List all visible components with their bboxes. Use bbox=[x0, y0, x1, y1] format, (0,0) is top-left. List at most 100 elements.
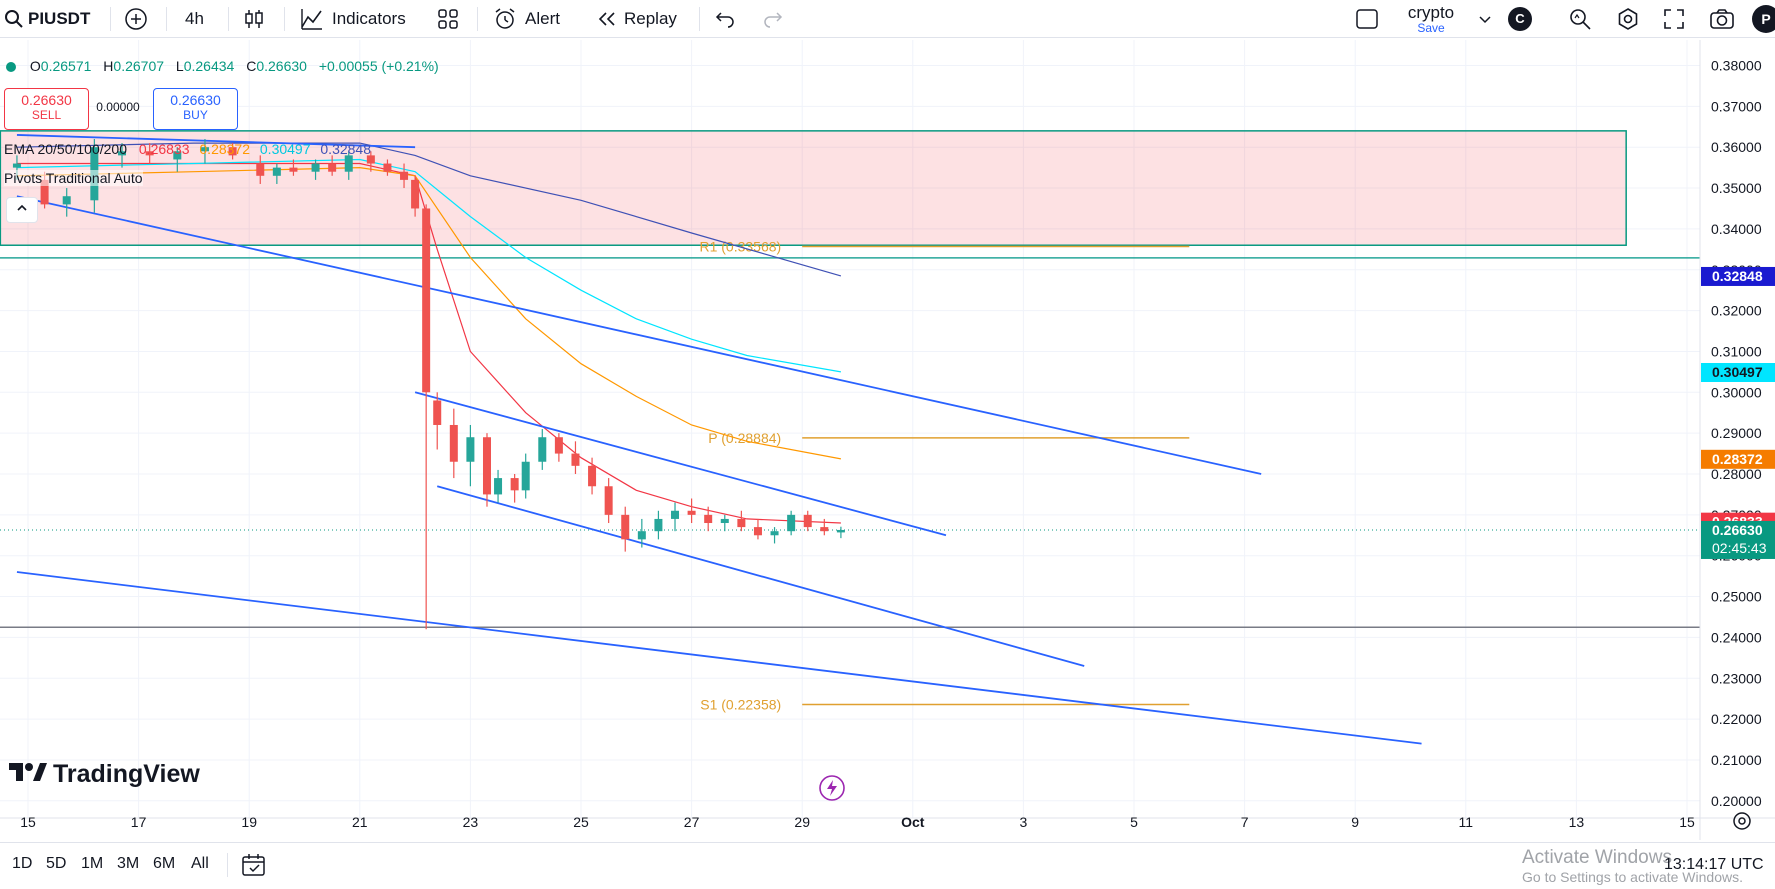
candle-body bbox=[482, 437, 491, 495]
candle-body bbox=[449, 424, 458, 462]
time-axis-settings-button[interactable] bbox=[1733, 812, 1751, 830]
alert-button[interactable]: Alert bbox=[493, 0, 560, 37]
price-badge: 0.26630 02:45:43 bbox=[1701, 520, 1775, 559]
tradingview-logo[interactable]: TradingView bbox=[9, 760, 200, 789]
candle-body bbox=[328, 163, 337, 172]
candle-body bbox=[538, 437, 547, 462]
sell-price: 0.26630 bbox=[21, 92, 72, 108]
candle bbox=[433, 392, 442, 450]
close-value: 0.26630 bbox=[256, 58, 307, 74]
quick-search-button[interactable] bbox=[1568, 0, 1592, 37]
chart-grid bbox=[0, 40, 1700, 818]
compare-button[interactable] bbox=[124, 0, 148, 37]
replay-button[interactable]: Replay bbox=[596, 0, 677, 37]
snapshot-button[interactable] bbox=[1709, 0, 1735, 37]
goto-date-button[interactable] bbox=[241, 852, 267, 883]
redo-button[interactable] bbox=[762, 0, 784, 37]
price-tick-label: 0.36000 bbox=[1711, 139, 1762, 155]
undo-icon bbox=[714, 8, 736, 30]
undo-button[interactable] bbox=[714, 0, 736, 37]
ema-legend[interactable]: EMA 20/50/100/200 0.26833 0.28372 0.3049… bbox=[4, 141, 371, 157]
symbol-search[interactable]: PIUSDT bbox=[4, 0, 90, 37]
candle-body bbox=[687, 510, 696, 515]
candle-body bbox=[145, 151, 154, 156]
candle-body bbox=[588, 465, 597, 487]
user-avatar[interactable]: C bbox=[1508, 0, 1532, 37]
range-3m[interactable]: 3M bbox=[117, 855, 140, 872]
range-1m[interactable]: 1M bbox=[81, 855, 104, 872]
market-status-dot bbox=[6, 62, 16, 72]
time-tick-label: 9 bbox=[1351, 814, 1359, 830]
settings-button[interactable] bbox=[1616, 0, 1640, 37]
price-badge-bg bbox=[1701, 362, 1775, 382]
select-layout-checkbox[interactable] bbox=[1355, 0, 1379, 37]
candle bbox=[737, 510, 746, 532]
clock-utc[interactable]: 13:14:17 UTC bbox=[1664, 856, 1764, 873]
candle bbox=[466, 424, 475, 487]
candle bbox=[820, 518, 829, 536]
candle-body bbox=[521, 461, 530, 491]
price-tick-label: 0.29000 bbox=[1711, 425, 1762, 441]
candles-icon bbox=[243, 8, 265, 30]
interval-button[interactable]: 4h bbox=[185, 8, 204, 28]
price-chart[interactable]: R1 (0.33568)P (0.28884)S1 (0.22358) 0.38… bbox=[0, 40, 1775, 840]
price-axis[interactable] bbox=[1701, 40, 1775, 818]
candle-body bbox=[787, 514, 796, 532]
bottom-divider bbox=[227, 853, 228, 877]
price-tick-label: 0.28000 bbox=[1711, 466, 1762, 482]
pivot-levels: R1 (0.33568)P (0.28884)S1 (0.22358) bbox=[699, 239, 1190, 712]
chevron-up-icon bbox=[16, 201, 28, 219]
save-label: Save bbox=[1417, 20, 1445, 35]
candle-body bbox=[494, 478, 503, 495]
candle bbox=[510, 474, 519, 503]
open-value: 0.26571 bbox=[40, 58, 92, 74]
buy-label: BUY bbox=[183, 108, 208, 122]
time-tick-label: 23 bbox=[463, 814, 479, 830]
layout-menu-button[interactable] bbox=[1478, 0, 1492, 37]
range-1d[interactable]: 1D bbox=[12, 855, 33, 872]
range-5d[interactable]: 5D bbox=[46, 855, 67, 872]
candle-body bbox=[12, 163, 21, 168]
pivots-legend[interactable]: Pivots Traditional Auto bbox=[4, 170, 143, 186]
layout-save-button[interactable]: crypto Save bbox=[1396, 2, 1466, 36]
price-tick-label: 0.34000 bbox=[1711, 221, 1762, 237]
candle bbox=[671, 502, 680, 532]
candle-body bbox=[256, 163, 265, 176]
profile-button[interactable]: P bbox=[1752, 0, 1775, 37]
indicators-button[interactable]: Indicators bbox=[300, 0, 406, 37]
time-tick-label: 7 bbox=[1241, 814, 1249, 830]
rewind-icon bbox=[596, 8, 618, 30]
fullscreen-button[interactable] bbox=[1663, 0, 1685, 37]
candle bbox=[272, 163, 281, 184]
collapse-legend-button[interactable] bbox=[6, 197, 38, 223]
trendline bbox=[16, 195, 1262, 475]
candle bbox=[720, 514, 729, 532]
candle-body bbox=[400, 171, 409, 180]
buy-price: 0.26630 bbox=[170, 92, 221, 108]
range-6m[interactable]: 6M bbox=[153, 855, 176, 872]
candle-body bbox=[200, 147, 209, 152]
time-tick-label: 11 bbox=[1459, 814, 1474, 830]
range-all[interactable]: All bbox=[191, 855, 209, 872]
high-value: 0.26707 bbox=[113, 58, 165, 74]
redo-icon bbox=[762, 8, 784, 30]
gear-small-icon-center bbox=[1738, 817, 1746, 825]
candle bbox=[770, 527, 779, 544]
candle-body bbox=[422, 208, 431, 393]
candle bbox=[173, 147, 182, 172]
candle bbox=[538, 429, 547, 470]
buy-button[interactable]: 0.26630 BUY bbox=[153, 88, 238, 130]
replay-flash-button[interactable] bbox=[818, 774, 846, 807]
chart-type-button[interactable] bbox=[243, 0, 265, 37]
candle-body bbox=[836, 529, 845, 533]
sell-button[interactable]: 0.26630 SELL bbox=[4, 88, 89, 130]
candle-body bbox=[40, 179, 49, 205]
candle-body bbox=[510, 478, 519, 491]
candle bbox=[521, 453, 530, 499]
price-badge-label: 0.32848 bbox=[1712, 268, 1763, 284]
time-tick-label: 5 bbox=[1130, 814, 1138, 830]
open-label: O bbox=[29, 58, 41, 74]
candle-body bbox=[173, 151, 182, 160]
templates-button[interactable] bbox=[438, 0, 458, 37]
candle-body bbox=[118, 151, 127, 156]
